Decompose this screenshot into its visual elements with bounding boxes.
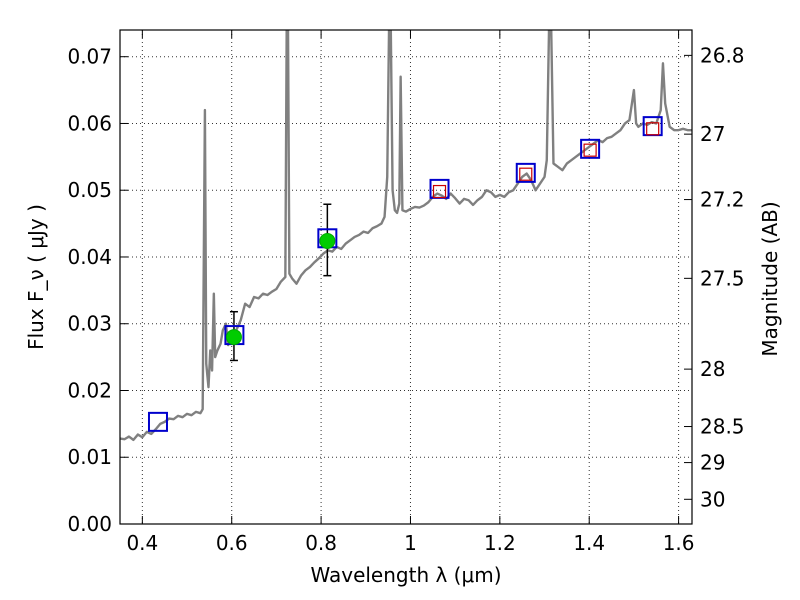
y-tick-label: 0.00 [67, 512, 112, 536]
y-axis: 0.00 0.01 0.02 0.03 0.04 0.05 0.06 0.07 [67, 45, 128, 536]
y2-tick-label: 28 [700, 357, 725, 381]
sed-line [120, 30, 692, 442]
y-tick-label: 0.05 [67, 178, 112, 202]
x-tick-label: 0.6 [216, 531, 248, 555]
y-tick-label: 0.07 [67, 45, 112, 69]
upper-limit-marker [519, 167, 533, 181]
x-tick-label: 1 [404, 531, 417, 555]
x-tick-label: 0.8 [305, 531, 337, 555]
model-photometry-marker [580, 138, 601, 159]
x-tick-label: 1.6 [663, 531, 695, 555]
model-photometry-marker [147, 411, 168, 432]
y-axis-title: Flux F_ν ( μJy ) [24, 204, 48, 350]
y2-tick-label: 27.2 [700, 188, 745, 212]
y2-tick-label: 26.8 [700, 43, 745, 67]
y2-axis: 26.8 27 27.2 27.5 28 28.5 29 30 [684, 43, 745, 511]
x-axis: 0.4 0.6 0.8 1 1.2 1.4 1.6 [126, 30, 695, 555]
y-tick-label: 0.03 [67, 312, 112, 336]
y-tick-label: 0.06 [67, 111, 112, 135]
y-tick-label: 0.04 [67, 245, 112, 269]
y2-tick-label: 28.5 [700, 415, 745, 439]
upper-limit-marker [432, 184, 447, 199]
y2-tick-label: 27 [700, 122, 725, 146]
y2-tick-label: 29 [700, 451, 725, 475]
x-axis-title: Wavelength λ (μm) [310, 563, 501, 587]
y-tick-label: 0.02 [67, 378, 112, 402]
y2-axis-title: Magnitude (AB) [758, 201, 782, 356]
plot-border [119, 29, 693, 525]
y2-tick-label: 30 [700, 487, 725, 511]
x-tick-label: 1.2 [484, 531, 516, 555]
measured-photometry-point [225, 329, 242, 346]
plot-frame [119, 29, 693, 525]
y2-tick-label: 27.5 [700, 266, 745, 290]
measured-photometry-point [319, 232, 336, 249]
model-photometry-marker [515, 162, 536, 183]
upper-limit-marker [583, 143, 597, 157]
y-tick-label: 0.01 [67, 445, 112, 469]
x-tick-label: 1.4 [573, 531, 605, 555]
x-tick-label: 0.4 [126, 531, 158, 555]
upper-limit-marker [646, 122, 660, 136]
series-layer [120, 30, 692, 442]
